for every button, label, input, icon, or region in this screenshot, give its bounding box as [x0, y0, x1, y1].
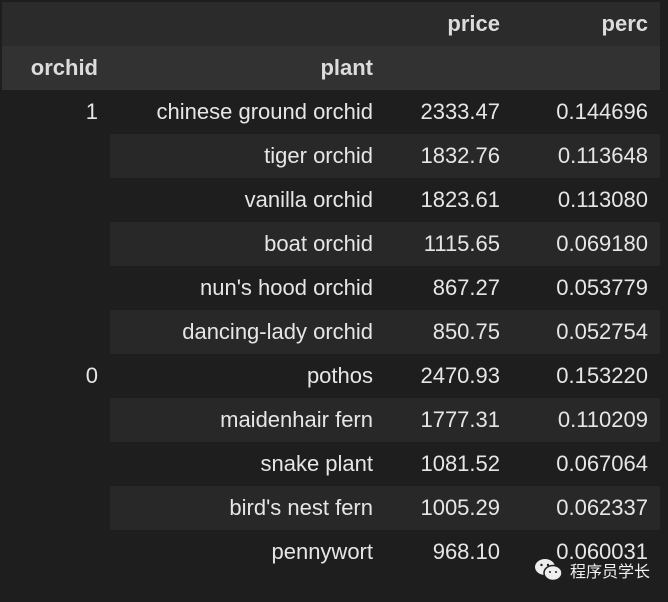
index-plant: dancing-lady orchid	[110, 310, 385, 354]
index-plant: vanilla orchid	[110, 178, 385, 222]
index-plant: pennywort	[110, 530, 385, 574]
index-orchid	[2, 222, 110, 266]
blank-header	[385, 46, 512, 90]
table-row: snake plant 1081.52 0.067064	[2, 442, 660, 486]
cell-price: 1777.31	[385, 398, 512, 442]
watermark-text: 程序员学长	[570, 562, 651, 581]
cell-perc: 0.113080	[512, 178, 660, 222]
blank-header	[110, 2, 385, 46]
index-orchid	[2, 310, 110, 354]
dataframe-table: price perc orchid plant 1 chinese ground …	[2, 2, 660, 574]
cell-price: 968.10	[385, 530, 512, 574]
index-plant: maidenhair fern	[110, 398, 385, 442]
cell-perc: 0.062337	[512, 486, 660, 530]
cell-price: 1081.52	[385, 442, 512, 486]
blank-header	[512, 46, 660, 90]
index-name-orchid: orchid	[2, 46, 110, 90]
index-name-plant: plant	[110, 46, 385, 90]
table-row: vanilla orchid 1823.61 0.113080	[2, 178, 660, 222]
table-row: dancing-lady orchid 850.75 0.052754	[2, 310, 660, 354]
index-plant: snake plant	[110, 442, 385, 486]
table-row: nun's hood orchid 867.27 0.053779	[2, 266, 660, 310]
cell-price: 1832.76	[385, 134, 512, 178]
table-row: 1 chinese ground orchid 2333.47 0.144696	[2, 90, 660, 134]
cell-perc: 0.052754	[512, 310, 660, 354]
cell-price: 1115.65	[385, 222, 512, 266]
index-header-row: orchid plant	[2, 46, 660, 90]
watermark: 程序员学长	[534, 558, 650, 582]
index-plant: nun's hood orchid	[110, 266, 385, 310]
column-header-row: price perc	[2, 2, 660, 46]
column-header-perc: perc	[512, 2, 660, 46]
index-orchid	[2, 442, 110, 486]
table-row: maidenhair fern 1777.31 0.110209	[2, 398, 660, 442]
index-orchid	[2, 486, 110, 530]
cell-perc: 0.113648	[512, 134, 660, 178]
index-orchid	[2, 530, 110, 574]
table-row: boat orchid 1115.65 0.069180	[2, 222, 660, 266]
table-row: 0 pothos 2470.93 0.153220	[2, 354, 660, 398]
index-plant: bird's nest fern	[110, 486, 385, 530]
cell-price: 2470.93	[385, 354, 512, 398]
index-orchid	[2, 398, 110, 442]
index-orchid	[2, 266, 110, 310]
cell-price: 850.75	[385, 310, 512, 354]
index-orchid	[2, 134, 110, 178]
cell-perc: 0.110209	[512, 398, 660, 442]
cell-perc: 0.067064	[512, 442, 660, 486]
index-orchid	[2, 178, 110, 222]
cell-perc: 0.144696	[512, 90, 660, 134]
index-plant: tiger orchid	[110, 134, 385, 178]
blank-header	[2, 2, 110, 46]
wechat-icon	[535, 559, 563, 582]
table-row: tiger orchid 1832.76 0.113648	[2, 134, 660, 178]
index-orchid: 1	[2, 90, 110, 134]
cell-perc: 0.153220	[512, 354, 660, 398]
cell-perc: 0.069180	[512, 222, 660, 266]
cell-perc: 0.053779	[512, 266, 660, 310]
cell-price: 1005.29	[385, 486, 512, 530]
table-row: pennywort 968.10 0.060031	[2, 530, 660, 574]
index-plant: chinese ground orchid	[110, 90, 385, 134]
column-header-price: price	[385, 2, 512, 46]
table-row: bird's nest fern 1005.29 0.062337	[2, 486, 660, 530]
cell-price: 1823.61	[385, 178, 512, 222]
cell-price: 2333.47	[385, 90, 512, 134]
cell-price: 867.27	[385, 266, 512, 310]
index-plant: boat orchid	[110, 222, 385, 266]
index-plant: pothos	[110, 354, 385, 398]
index-orchid: 0	[2, 354, 110, 398]
